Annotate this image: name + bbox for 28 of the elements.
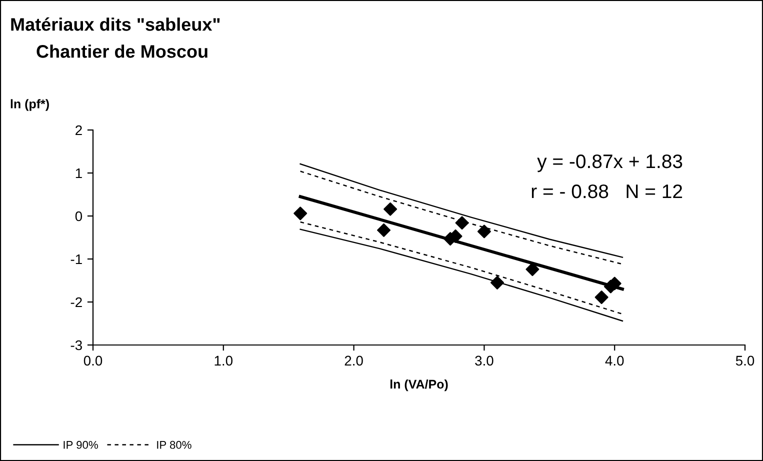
point (377, 223, 391, 237)
x-tick-label: 1.0 (214, 356, 233, 366)
x-tick-label: 3.0 (475, 356, 494, 366)
legend-label: IP 80% (157, 440, 192, 449)
y-tick-label: 0 (75, 211, 82, 222)
point (294, 206, 308, 220)
x-tick-label: 0.0 (84, 356, 102, 366)
y-tick-label: -3 (70, 340, 82, 350)
x-axis-title: ln (VA/Po) (390, 379, 448, 392)
x-tick-label: 4.0 (605, 356, 624, 366)
y-tick-label: -1 (70, 254, 82, 264)
x-tick-label: 5.0 (736, 356, 754, 366)
chart-subtitle: Chantier de Moscou (36, 44, 208, 58)
x-tick-label: 2.0 (344, 356, 363, 366)
point (384, 202, 398, 216)
y-tick-label: 2 (76, 125, 82, 136)
point (455, 216, 469, 230)
chart-title: Matériaux dits "sableux" (11, 17, 220, 31)
point (477, 224, 491, 238)
point (490, 276, 504, 290)
point (594, 290, 608, 304)
annotation: r = - 0.88 N = 12 (532, 184, 682, 198)
annotation: y = -0.87x + 1.83 (537, 154, 682, 172)
y-tick-label: 1 (76, 168, 82, 178)
y-tick-label: -2 (70, 297, 82, 308)
y-axis-title: ln (pf*) (10, 99, 49, 111)
legend-label: IP 90% (64, 440, 98, 449)
point (526, 262, 540, 276)
